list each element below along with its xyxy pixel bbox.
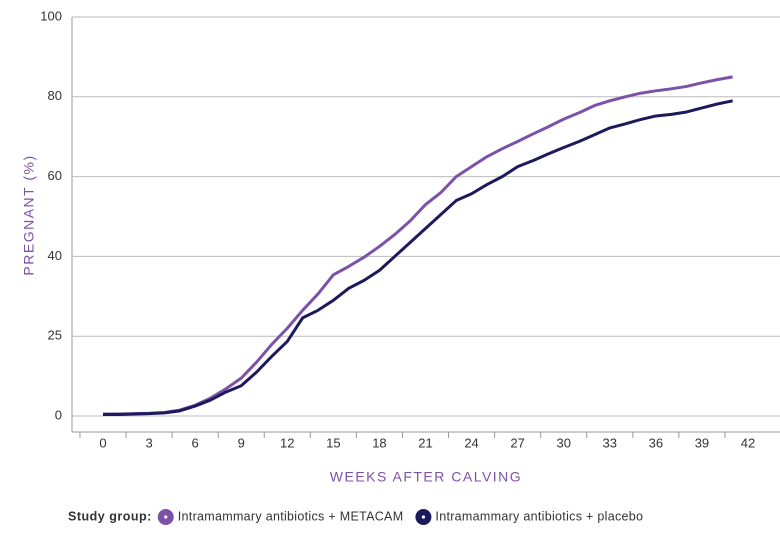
x-tick-label: 0 (99, 435, 106, 450)
y-tick-label: 80 (48, 88, 62, 103)
legend-label: Intramammary antibiotics + METACAM (178, 509, 404, 523)
legend-swatch-dot (164, 515, 168, 519)
legend-title: Study group: (68, 509, 152, 523)
x-tick-label: 42 (741, 435, 755, 450)
series-line (103, 75, 733, 416)
x-tick-label: 30 (556, 435, 570, 450)
series-line (103, 99, 733, 416)
x-tick-label: 15 (326, 435, 340, 450)
x-tick-label: 39 (695, 435, 709, 450)
x-tick-label: 12 (280, 435, 294, 450)
y-axis-label: PREGNANT (%) (21, 154, 37, 275)
x-tick-label: 33 (603, 435, 617, 450)
y-tick-label: 0 (55, 407, 62, 422)
x-tick-label: 3 (145, 435, 152, 450)
x-tick-label: 6 (192, 435, 199, 450)
x-axis-label: WEEKS AFTER CALVING (330, 469, 522, 485)
y-tick-label: 60 (48, 168, 62, 183)
x-tick-label: 27 (510, 435, 524, 450)
x-tick-label: 21 (418, 435, 432, 450)
y-tick-label: 40 (48, 248, 62, 263)
legend-swatch-dot (421, 515, 426, 519)
x-tick-label: 24 (464, 435, 478, 450)
legend: Study group: Intramammary antibiotics + M… (68, 509, 643, 525)
y-tick-label: 25 (48, 328, 62, 343)
x-tick-label: 36 (649, 435, 663, 450)
y-tick-label: 100 (40, 8, 62, 23)
x-tick-label: 9 (238, 435, 245, 450)
x-tick-label: 18 (372, 435, 386, 450)
legend-label: Intramammary antibiotics + placebo (435, 509, 643, 523)
